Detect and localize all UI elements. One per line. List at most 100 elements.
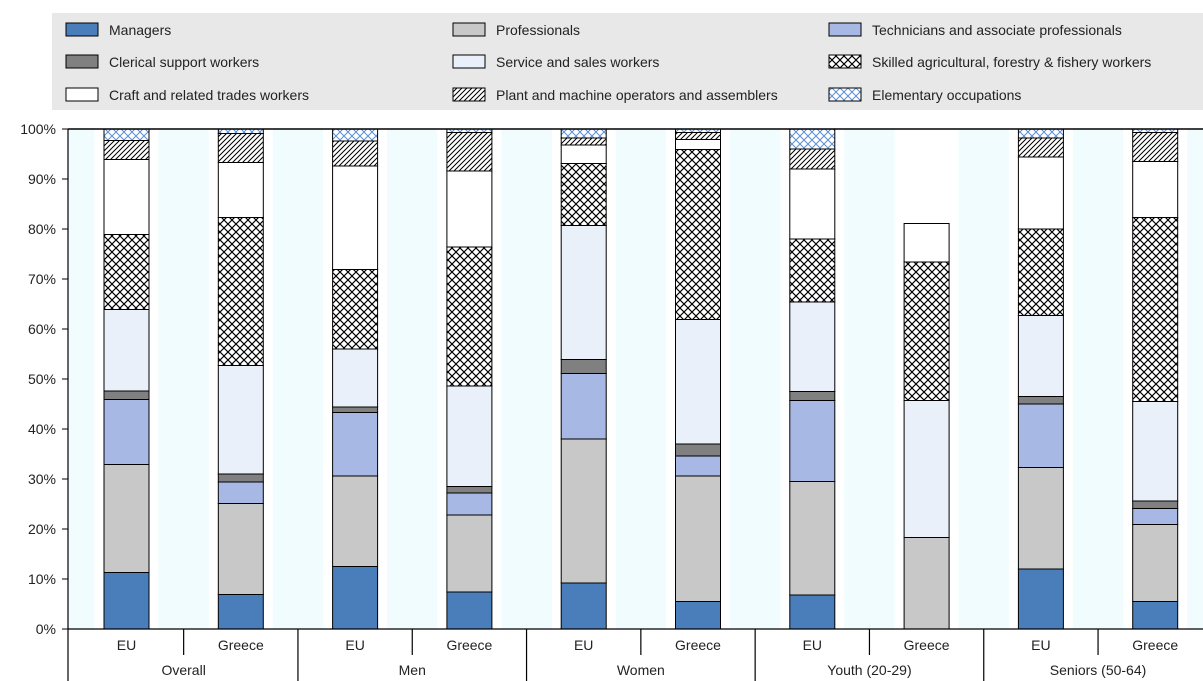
bar-segment-technicians-and-associate-professionals [446, 492, 493, 516]
bar-segment-managers [560, 582, 607, 630]
bar-segment-professionals [560, 438, 607, 584]
y-tick-label: 70% [28, 271, 56, 287]
bar-segment-elementary-occupations [560, 128, 607, 139]
bar-segment-service-and-sales-workers [675, 319, 721, 445]
x-category-label: EU [574, 637, 593, 653]
bar-segment-skilled-agricultural-forestry-fishery-workers [789, 238, 836, 303]
bars [103, 128, 1179, 630]
x-category-label: Greece [1132, 637, 1178, 653]
bar-segment-technicians-and-associate-professionals [1017, 403, 1064, 468]
x-category-label: Greece [904, 637, 950, 653]
bar-segment-craft-and-related-trades-workers [903, 223, 950, 263]
bar-segment-service-and-sales-workers [332, 348, 379, 408]
legend-label-professionals: Professionals [496, 22, 580, 38]
bar-segment-managers [446, 591, 493, 630]
bar-segment-plant-and-machine-operators-and-assemblers [217, 133, 264, 163]
legend-label-elementary-occupations: Elementary occupations [872, 87, 1021, 103]
legend-swatch-elementary-occupations [828, 87, 862, 102]
legend: Managers Professionals Technicians and ass… [65, 22, 1151, 103]
bar-segment-skilled-agricultural-forestry-fishery-workers [560, 163, 607, 226]
x-group-label: Seniors (50-64) [1050, 662, 1147, 678]
legend-swatch-service-and-sales-workers [452, 54, 486, 69]
bar-segment-elementary-occupations [332, 128, 379, 142]
bar-segment-elementary-occupations [103, 128, 150, 141]
legend-background [52, 13, 1203, 110]
x-axis-labels: EU Greece EU Greece EU Greece EU Greece EU Greece… [117, 629, 1178, 681]
bar-segment-clerical-support-workers [789, 391, 836, 401]
bar-segment-managers [332, 566, 379, 630]
legend-swatch-technicians-and-associate-professionals [828, 22, 862, 37]
x-category-label: Greece [675, 637, 721, 653]
x-category-label: Greece [218, 637, 264, 653]
bar-segment-craft-and-related-trades-workers [675, 139, 721, 150]
bar-segment-technicians-and-associate-professionals [1132, 508, 1179, 525]
bar-segment-skilled-agricultural-forestry-fishery-workers [217, 217, 264, 366]
y-tick-label: 20% [28, 521, 56, 537]
legend-label-skilled-agricultural-forestry-fishery-workers: Skilled agricultural, forestry & fishery… [872, 54, 1151, 70]
bar-segment-plant-and-machine-operators-and-assemblers [675, 132, 721, 140]
bar-segment-service-and-sales-workers [446, 385, 493, 487]
legend-swatch-professionals [452, 22, 486, 37]
bar-segment-skilled-agricultural-forestry-fishery-workers [1017, 228, 1064, 316]
legend-label-plant-and-machine-operators-and-assemblers: Plant and machine operators and assemble… [496, 87, 778, 103]
y-tick-label: 50% [28, 371, 56, 387]
bar-segment-technicians-and-associate-professionals [789, 400, 836, 482]
bar-segment-service-and-sales-workers [560, 225, 607, 360]
x-category-label: EU [1031, 637, 1050, 653]
bar-segment-service-and-sales-workers [789, 301, 836, 392]
bar-segment-technicians-and-associate-professionals [332, 412, 379, 477]
bar-segment-service-and-sales-workers [1132, 401, 1179, 502]
bar-segment-service-and-sales-workers [903, 400, 950, 538]
bar-segment-skilled-agricultural-forestry-fishery-workers [103, 234, 150, 310]
bar-segment-skilled-agricultural-forestry-fishery-workers [675, 149, 721, 320]
bar-segment-craft-and-related-trades-workers [332, 165, 379, 270]
x-group-label: Women [617, 662, 665, 678]
legend-label-craft-and-related-trades-workers: Craft and related trades workers [109, 87, 309, 103]
legend-swatch-clerical-support-workers [65, 54, 99, 69]
bar-segment-plant-and-machine-operators-and-assemblers [560, 137, 607, 146]
legend-label-technicians-and-associate-professionals: Technicians and associate professionals [872, 22, 1122, 38]
y-axis-ticks: 0% 10% 20% 30% 40% 50% 60% 70% 80% 90% 100% [20, 121, 68, 637]
bar-segment-clerical-support-workers [675, 443, 721, 457]
y-tick-label: 10% [28, 571, 56, 587]
bar-segment-professionals [903, 537, 950, 630]
bar-segment-managers [217, 594, 264, 630]
bar-segment-skilled-agricultural-forestry-fishery-workers [1132, 217, 1179, 402]
y-tick-label: 80% [28, 221, 56, 237]
bar-segment-craft-and-related-trades-workers [1132, 161, 1179, 218]
legend-swatch-skilled-agricultural-forestry-fishery-workers [828, 54, 862, 69]
bar-segment-elementary-occupations [789, 128, 836, 150]
bar-segment-managers [789, 594, 836, 630]
bar-segment-managers [103, 572, 150, 630]
bar-segment-plant-and-machine-operators-and-assemblers [789, 148, 836, 170]
legend-swatch-managers [65, 22, 99, 37]
bar-segment-managers [1132, 601, 1179, 630]
bar-segment-plant-and-machine-operators-and-assemblers [103, 140, 150, 160]
bar-segment-professionals [103, 464, 150, 573]
x-group-label: Men [399, 662, 426, 678]
bar-segment-skilled-agricultural-forestry-fishery-workers [903, 261, 950, 401]
x-category-label: EU [345, 637, 364, 653]
bar-segment-craft-and-related-trades-workers [103, 159, 150, 235]
bar-segment-clerical-support-workers [1017, 396, 1064, 405]
x-category-label: EU [117, 637, 136, 653]
bar-segment-craft-and-related-trades-workers [217, 162, 264, 218]
bar-segment-clerical-support-workers [332, 406, 379, 413]
y-tick-label: 90% [28, 171, 56, 187]
bar-segment-managers [1017, 568, 1064, 630]
y-tick-label: 0% [36, 621, 56, 637]
bar-segment-managers [675, 601, 721, 630]
bar-segment-plant-and-machine-operators-and-assemblers [1017, 137, 1064, 158]
bar-segment-professionals [675, 475, 721, 602]
bar-segment-service-and-sales-workers [103, 309, 150, 392]
legend-label-service-and-sales-workers: Service and sales workers [496, 54, 659, 70]
bar-segment-service-and-sales-workers [1017, 315, 1064, 397]
bar-segment-clerical-support-workers [217, 473, 264, 483]
y-tick-label: 30% [28, 471, 56, 487]
bar-segment-plant-and-machine-operators-and-assemblers [1132, 132, 1179, 162]
y-tick-label: 100% [20, 121, 56, 137]
bar-segment-craft-and-related-trades-workers [446, 170, 493, 248]
bar-segment-technicians-and-associate-professionals [675, 455, 721, 477]
bar-segment-elementary-occupations [1017, 128, 1064, 139]
